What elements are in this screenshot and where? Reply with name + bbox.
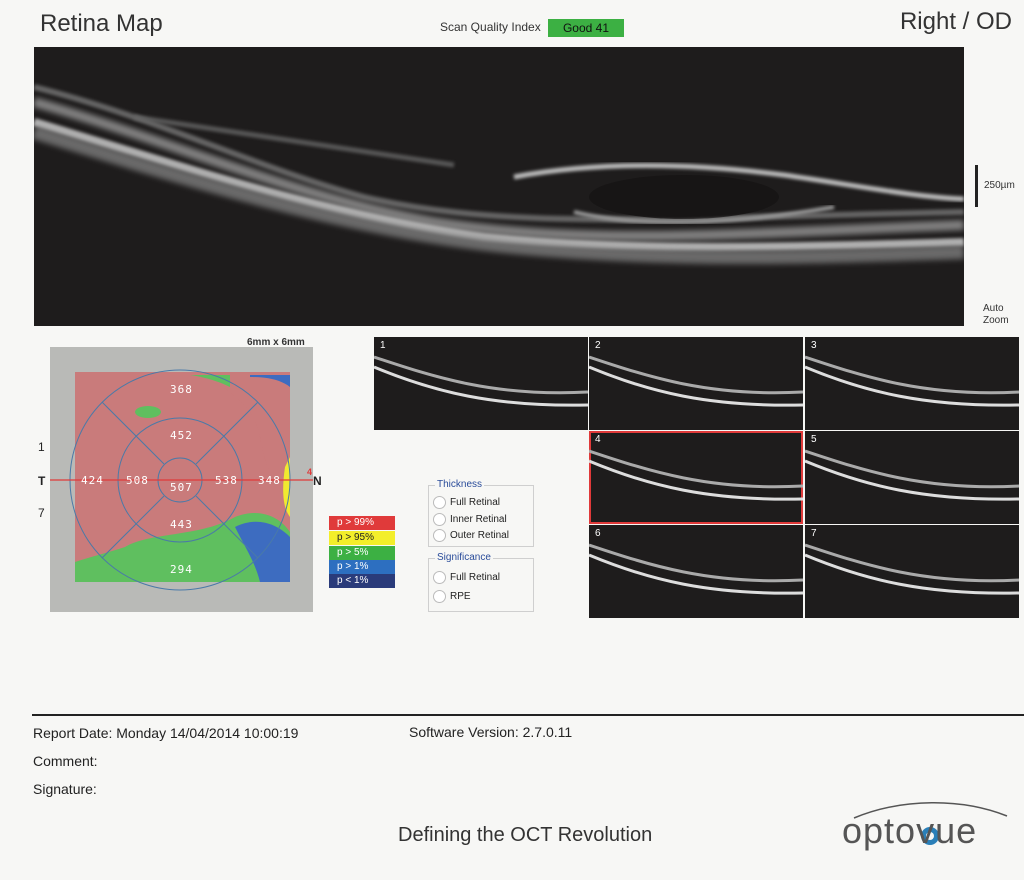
scan-thumbnail-6[interactable]: 6	[589, 525, 803, 618]
scan-line-4-marker: 4	[307, 467, 313, 477]
sector-center: 507	[170, 481, 193, 494]
thumbnail-image	[374, 355, 588, 407]
thumbnail-number: 5	[811, 434, 817, 445]
thumbnail-image	[589, 355, 803, 407]
signature-label: Signature:	[33, 781, 97, 797]
scan-quality-badge: Good 41	[548, 19, 624, 37]
logo-text: optovue	[842, 810, 978, 851]
legend-p5: p > 5%	[329, 546, 395, 560]
thickness-panel: Thickness Full Retinal Inner Retinal Out…	[428, 479, 534, 547]
significance-option-full-retinal[interactable]: Full Retinal	[433, 571, 500, 584]
thumbnail-number: 6	[595, 528, 601, 539]
legend-p99: p > 99%	[329, 516, 395, 530]
legend-p95: p > 95%	[329, 531, 395, 545]
legend-plt1: p < 1%	[329, 574, 395, 588]
significance-option-rpe[interactable]: RPE	[433, 590, 471, 603]
radio-icon[interactable]	[433, 496, 446, 509]
optovue-logo: optovue	[842, 800, 1012, 860]
main-oct-scan[interactable]	[34, 47, 964, 326]
radio-icon[interactable]	[433, 590, 446, 603]
sector-temporal-outer: 424	[81, 474, 104, 487]
comment-label: Comment:	[33, 753, 98, 769]
thumbnail-image	[805, 543, 1019, 595]
thickness-option-inner-retinal[interactable]: Inner Retinal	[433, 513, 507, 526]
scan-thumbnail-2[interactable]: 2	[589, 337, 803, 430]
nasal-label: N	[313, 474, 322, 488]
report-title: Retina Map	[40, 10, 163, 37]
scan-line-7-label: 7	[38, 506, 45, 520]
temporal-label: T	[38, 474, 46, 488]
significance-panel: Significance Full Retinal RPE	[428, 552, 534, 612]
radio-icon[interactable]	[433, 513, 446, 526]
oct-scan-image	[34, 84, 964, 264]
scale-label: 250µm	[984, 180, 1015, 191]
thumbnail-number: 3	[811, 340, 817, 351]
logo-image	[853, 802, 1008, 845]
sector-superior-inner: 452	[170, 429, 193, 442]
sector-nasal-inner: 538	[215, 474, 238, 487]
radio-icon[interactable]	[433, 529, 446, 542]
scan-quality-label: Scan Quality Index	[440, 20, 541, 34]
scan-thumbnail-3[interactable]: 3	[805, 337, 1019, 430]
thumbnail-number: 1	[380, 340, 386, 351]
legend-p1: p > 1%	[329, 560, 395, 574]
sector-temporal-inner: 508	[126, 474, 149, 487]
thumbnail-number: 7	[811, 528, 817, 539]
thumbnail-image	[589, 543, 803, 595]
eye-label: Right / OD	[899, 8, 1012, 35]
scan-thumbnail-7[interactable]: 7	[805, 525, 1019, 618]
thickness-map-image	[40, 369, 313, 591]
sector-superior-outer: 368	[170, 383, 193, 396]
thumbnail-number: 2	[595, 340, 601, 351]
thumbnail-image	[805, 355, 1019, 407]
thickness-panel-title: Thickness	[435, 479, 485, 490]
thickness-option-full-retinal[interactable]: Full Retinal	[433, 496, 500, 509]
auto-zoom-line1: Auto	[983, 303, 1004, 314]
thumbnail-image	[589, 449, 803, 501]
scan-thumbnail-4-selected[interactable]: 4	[589, 431, 803, 524]
sector-inferior-inner: 443	[170, 518, 193, 531]
auto-zoom-line2: Zoom	[983, 315, 1009, 326]
footer-divider	[32, 714, 1024, 716]
thickness-option-outer-retinal[interactable]: Outer Retinal	[433, 529, 509, 542]
software-version: Software Version: 2.7.0.11	[409, 724, 573, 740]
scan-thumbnail-5[interactable]: 5	[805, 431, 1019, 524]
thumbnail-number: 4	[595, 434, 601, 445]
thumbnail-image	[805, 449, 1019, 501]
sector-inferior-outer: 294	[170, 563, 193, 576]
radio-icon[interactable]	[433, 571, 446, 584]
tagline: Defining the OCT Revolution	[398, 824, 653, 846]
report-date: Report Date: Monday 14/04/2014 10:00:19	[33, 725, 299, 741]
sector-nasal-outer: 348	[258, 474, 281, 487]
scan-thumbnail-1[interactable]: 1	[374, 337, 588, 430]
significance-panel-title: Significance	[435, 552, 493, 563]
auto-zoom-label[interactable]: Auto Zoom	[983, 303, 1009, 327]
scale-bar	[975, 165, 978, 207]
map-size-label: 6mm x 6mm	[247, 337, 305, 348]
thickness-map[interactable]: 368 452 424 508 507 538 348 443 294	[40, 347, 313, 612]
scan-line-1-label: 1	[38, 440, 45, 454]
